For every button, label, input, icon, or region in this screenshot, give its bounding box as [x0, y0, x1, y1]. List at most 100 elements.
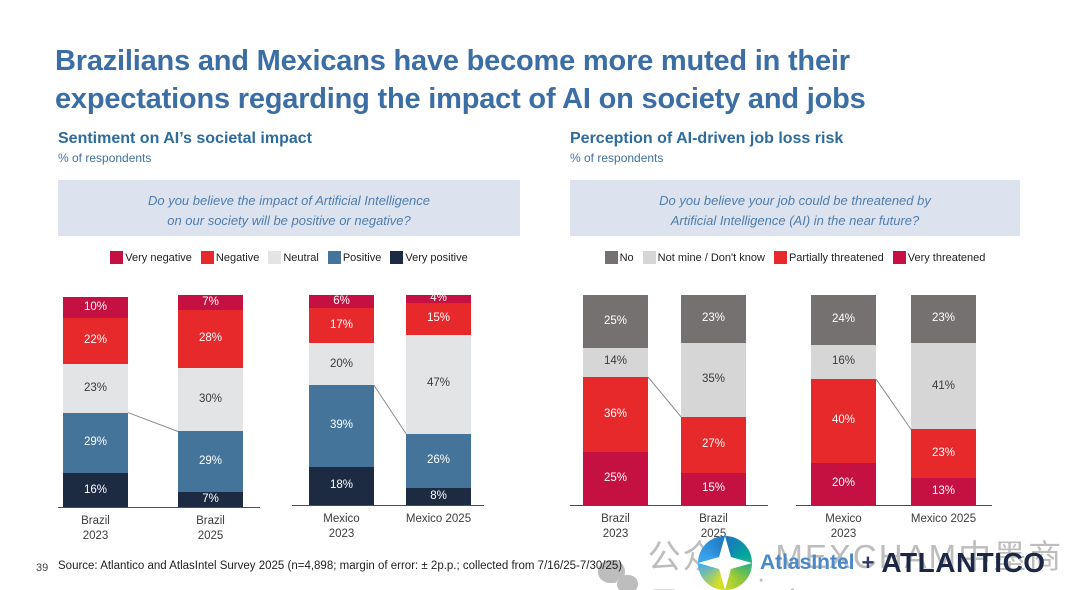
atlasintel-logo-icon — [698, 536, 752, 590]
bar-segment: 7% — [178, 295, 243, 310]
segment-value-label: 15% — [426, 312, 451, 325]
bar-segment: 15% — [406, 303, 471, 335]
bar-segment: 25% — [583, 295, 648, 348]
bar-segment: 4% — [406, 293, 471, 304]
bar-chart-jobloss: 25% 14% 36% 25% 23% 35% 27% 15% Brazil 2023 Brazil… — [570, 295, 1020, 542]
bar-group-labels: Mexico 2023 Mexico 2025 — [796, 506, 992, 542]
segment-value-label: 8% — [430, 489, 447, 502]
legend-jobloss: No Not mine / Don't know Partially threate… — [570, 251, 1020, 264]
category-label: Mexico 2023 — [825, 512, 862, 540]
bar-segment: 7% — [178, 492, 243, 508]
segment-value-label: 23% — [701, 312, 726, 325]
segment-value-label: 26% — [426, 454, 451, 467]
legend-swatch — [200, 251, 214, 264]
legend-label: Very negative — [125, 251, 192, 264]
bar-segment: 14% — [583, 347, 648, 377]
bar-group-labels: Mexico 2023 Mexico 2025 — [292, 506, 484, 542]
legend-label: Very positive — [405, 251, 468, 264]
bar-segment: 22% — [63, 318, 128, 365]
segment-value-label: 14% — [603, 355, 628, 368]
question-box-societal: Do you believe the impact of Artificial … — [58, 180, 520, 236]
category-label: Mexico 2025 — [910, 512, 977, 525]
segment-value-label: 24% — [831, 313, 856, 326]
stacked-bar: 25% 14% 36% 25% — [583, 295, 648, 505]
bar-segment: 17% — [309, 307, 374, 344]
bar-segment: 40% — [811, 378, 876, 463]
bar-group: 24% 16% 40% 20% 23% 41% 23% 13% Mexico 2023 Mexico… — [796, 295, 992, 542]
segment-value-label: 7% — [202, 295, 219, 308]
legend-item: Positive — [327, 251, 381, 264]
legend-swatch — [773, 251, 787, 264]
bar-group-axis: 10% 22% 23% 29% 16% 7% 28% 30% 29% 7% — [58, 295, 260, 509]
bar-segment: 6% — [309, 295, 374, 308]
bar-group-axis: 24% 16% 40% 20% 23% 41% 23% 13% — [796, 295, 992, 506]
wechat-icon — [598, 560, 638, 590]
segment-value-label: 23% — [83, 381, 108, 394]
category-label: Mexico 2025 — [405, 512, 472, 525]
bar-segment: 13% — [911, 477, 976, 505]
bar-segment: 28% — [178, 309, 243, 369]
bar-segment: 23% — [911, 429, 976, 478]
bar-group-labels: Brazil 2023 Brazil 2025 — [58, 508, 260, 544]
question-line2: on our society will be positive or negat… — [167, 213, 411, 229]
bar-segment: 23% — [911, 295, 976, 344]
segment-value-label: 47% — [426, 377, 451, 390]
stacked-bar: 10% 22% 23% 29% 16% — [63, 297, 128, 508]
bar-segment: 8% — [406, 488, 471, 505]
category-label: Mexico 2023 — [323, 512, 360, 540]
segment-value-label: 29% — [83, 436, 108, 449]
segment-value-label: 16% — [831, 355, 856, 368]
bar-segment: 29% — [178, 431, 243, 493]
bar-segment: 23% — [681, 295, 746, 344]
segment-value-label: 35% — [701, 373, 726, 386]
question-line1: Do you believe your job could be threate… — [659, 193, 931, 208]
bar-segment: 23% — [63, 364, 128, 413]
bar-segment: 29% — [63, 412, 128, 474]
bar-segment: 27% — [681, 416, 746, 474]
legend-item: Very negative — [110, 251, 192, 264]
bar-segment: 41% — [911, 343, 976, 430]
atlasintel-logo-text: AtlasIntel — [760, 551, 855, 574]
segment-value-label: 22% — [83, 334, 108, 347]
legend-swatch — [390, 251, 404, 264]
legend-swatch — [110, 251, 124, 264]
segment-value-label: 41% — [931, 379, 956, 392]
segment-value-label: 25% — [603, 471, 628, 484]
bar-segment: 15% — [681, 473, 746, 505]
segment-value-label: 39% — [329, 419, 354, 432]
bar-group-axis: 6% 17% 20% 39% 18% 4% 15% 47% 26% 8% — [292, 293, 484, 506]
segment-value-label: 18% — [329, 479, 354, 492]
bar-segment: 16% — [63, 473, 128, 508]
question-line1: Do you believe the impact of Artificial … — [147, 193, 431, 208]
segment-value-label: 20% — [831, 477, 856, 490]
watermark-org-label: MEXCHAM中墨商会 — [775, 538, 1064, 590]
segment-value-label: 10% — [83, 300, 108, 313]
legend-item: Very positive — [390, 251, 468, 264]
legend-label: Not mine / Don't know — [657, 251, 765, 264]
bar-segment: 25% — [583, 452, 648, 505]
legend-swatch — [327, 251, 341, 264]
segment-value-label: 27% — [701, 438, 726, 451]
segment-value-label: 20% — [329, 357, 354, 370]
page-title-line2: expectations regarding the impact of AI … — [55, 82, 866, 115]
legend-label: Neutral — [283, 251, 319, 264]
legend-swatch — [642, 251, 656, 264]
segment-value-label: 23% — [931, 312, 956, 325]
legend-swatch — [268, 251, 282, 264]
segment-value-label: 17% — [329, 318, 354, 331]
source-note: Source: Atlantico and AtlasIntel Survey … — [58, 560, 623, 572]
bar-segment: 36% — [583, 376, 648, 453]
stacked-bar: 7% 28% 30% 29% 7% — [178, 295, 243, 508]
segment-value-label: 23% — [931, 446, 956, 459]
bar-segment: 35% — [681, 343, 746, 417]
section-title-jobloss: Perception of AI-driven job loss risk — [570, 130, 844, 147]
legend-item: Very threatened — [892, 251, 985, 264]
page-title-line1: Brazilians and Mexicans have become more… — [55, 45, 850, 78]
section-title-societal: Sentiment on AI’s societal impact — [58, 130, 312, 147]
legend-label: Negative — [215, 251, 260, 264]
segment-value-label: 7% — [202, 492, 219, 505]
legend-swatch — [892, 251, 906, 264]
bar-segment: 10% — [63, 297, 128, 319]
bar-segment: 20% — [811, 462, 876, 505]
segment-value-label: 28% — [198, 332, 223, 345]
